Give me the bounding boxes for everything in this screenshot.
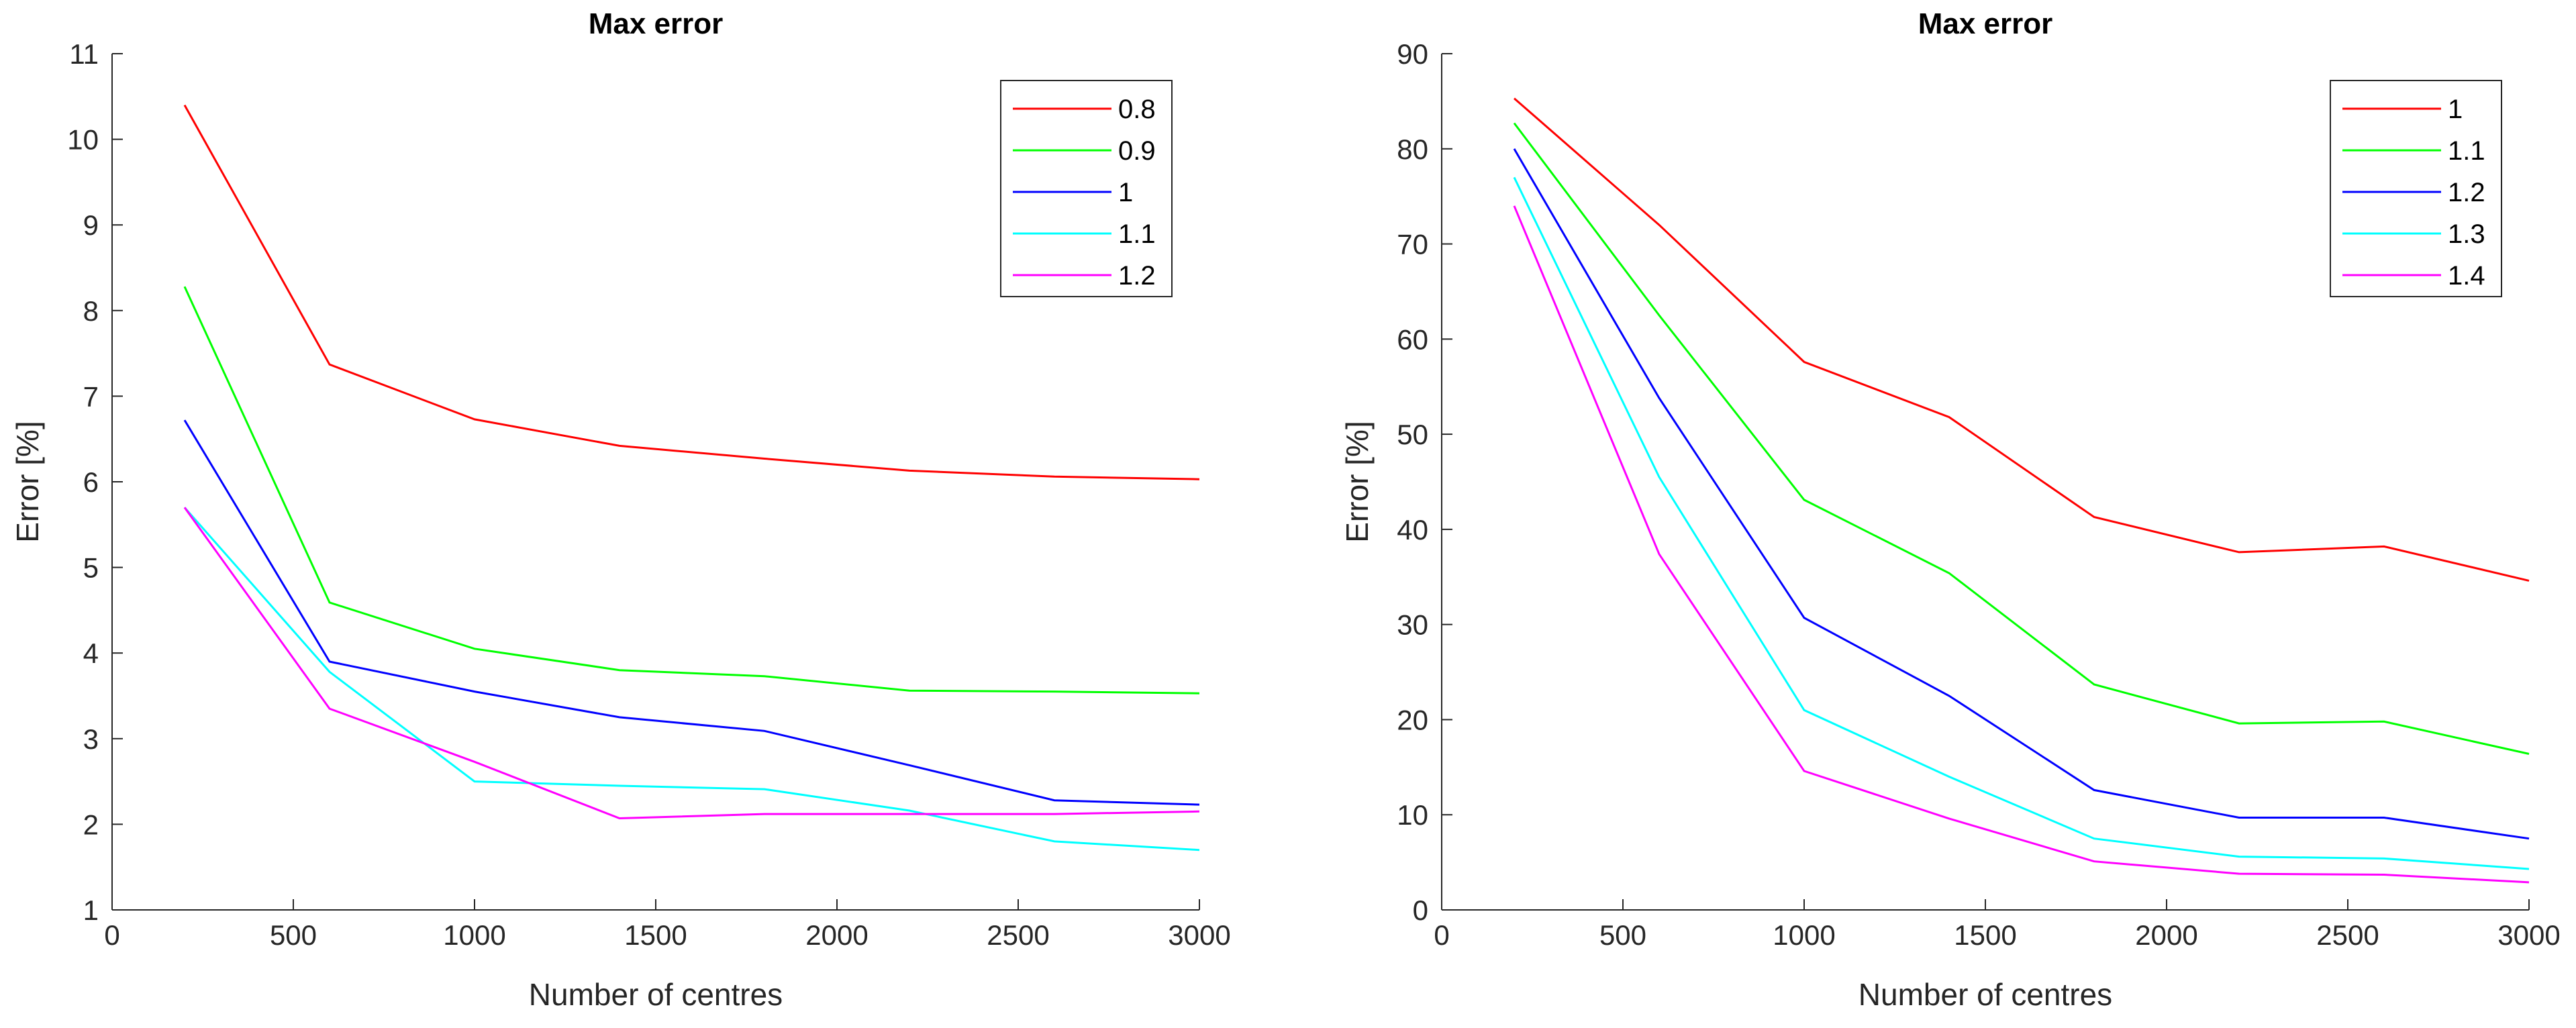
x-tick-label: 3000 bbox=[1168, 919, 1230, 951]
y-tick-label: 50 bbox=[1397, 419, 1428, 450]
legend-box bbox=[1000, 80, 1173, 297]
legend: 0.8 0.9 1 1.1 1.2 bbox=[1000, 80, 1173, 297]
legend-label: 1.3 bbox=[2448, 219, 2485, 249]
series-line-1 bbox=[183, 419, 1200, 806]
x-tick-label: 2000 bbox=[2135, 919, 2197, 951]
x-tick-label: 2000 bbox=[805, 919, 868, 951]
x-tick-label: 0 bbox=[1434, 919, 1449, 951]
legend-label: 1 bbox=[2448, 95, 2463, 124]
x-tick-label: 1500 bbox=[624, 919, 687, 951]
legend-label: 0.9 bbox=[1118, 136, 1156, 166]
y-axis-label: Error [%] bbox=[10, 421, 45, 542]
y-tick-label: 60 bbox=[1397, 323, 1428, 355]
y-tick-label: 10 bbox=[1397, 799, 1428, 831]
y-tick-label: 2 bbox=[83, 809, 99, 840]
legend-label: 1.4 bbox=[2448, 261, 2485, 291]
y-tick-label: 80 bbox=[1397, 134, 1428, 165]
legend-label: 1.1 bbox=[1118, 219, 1156, 249]
x-tick-label: 500 bbox=[270, 919, 317, 951]
y-tick-label: 3 bbox=[83, 723, 99, 755]
series-line-1.2 bbox=[1513, 148, 2530, 840]
legend-label: 0.8 bbox=[1118, 95, 1156, 124]
x-tick-label: 1000 bbox=[1773, 919, 1835, 951]
chart-title: Max error bbox=[589, 7, 724, 40]
series-line-1.4 bbox=[1513, 205, 2530, 884]
series-line-1.3 bbox=[1513, 176, 2530, 870]
legend-label: 1.1 bbox=[2448, 136, 2485, 166]
series-line-1.2 bbox=[183, 507, 1200, 820]
y-tick-label: 40 bbox=[1397, 514, 1428, 546]
x-tick-label: 2500 bbox=[2316, 919, 2379, 951]
legend-box bbox=[2330, 80, 2502, 297]
y-tick-label: 30 bbox=[1397, 609, 1428, 641]
y-tick-label: 1 bbox=[83, 894, 99, 926]
chart-title: Max error bbox=[1918, 7, 2053, 40]
y-tick-label: 11 bbox=[69, 38, 99, 70]
x-axis-label: Number of centres bbox=[1859, 977, 2112, 1012]
chart-1: Max error 0 500 1000 1500 2000 2500 3000 1 2 3 4 5 6 7… bbox=[10, 7, 1231, 1012]
y-tick-label: 9 bbox=[83, 209, 99, 241]
y-tick-label: 6 bbox=[83, 466, 99, 498]
chart-2: Max error 0 500 1000 1500 2000 2500 3000 0 10 20 30… bbox=[1340, 7, 2561, 1012]
y-tick-label: 70 bbox=[1397, 229, 1428, 260]
x-tick-label: 3000 bbox=[2497, 919, 2560, 951]
series-line-1 bbox=[1514, 97, 2530, 582]
series-line-0.9 bbox=[183, 286, 1200, 695]
x-axis-label: Number of centres bbox=[529, 977, 783, 1012]
y-tick-label: 5 bbox=[83, 552, 99, 584]
legend: 1 1.1 1.2 1.3 1.4 bbox=[2330, 80, 2502, 297]
legend-label: 1 bbox=[1118, 178, 1133, 207]
y-tick-label: 20 bbox=[1397, 704, 1428, 735]
x-tick-label: 0 bbox=[104, 919, 119, 951]
x-tick-label: 2500 bbox=[987, 919, 1049, 951]
y-tick-label: 10 bbox=[67, 124, 99, 156]
series-line-1.1 bbox=[183, 507, 1200, 852]
legend-label: 1.2 bbox=[1118, 261, 1156, 291]
y-tick-label: 7 bbox=[83, 380, 99, 412]
legend-label: 1.2 bbox=[2448, 178, 2485, 207]
x-tick-label: 1500 bbox=[1954, 919, 2016, 951]
y-tick-label: 8 bbox=[83, 295, 99, 327]
y-axis-label: Error [%] bbox=[1340, 421, 1375, 542]
series-line-0.8 bbox=[183, 104, 1200, 480]
series-line-1.1 bbox=[1513, 122, 2530, 755]
x-tick-label: 1000 bbox=[443, 919, 505, 951]
y-tick-label: 4 bbox=[83, 637, 99, 669]
y-tick-label: 0 bbox=[1413, 894, 1428, 926]
x-tick-label: 500 bbox=[1599, 919, 1646, 951]
y-tick-label: 90 bbox=[1397, 38, 1428, 70]
